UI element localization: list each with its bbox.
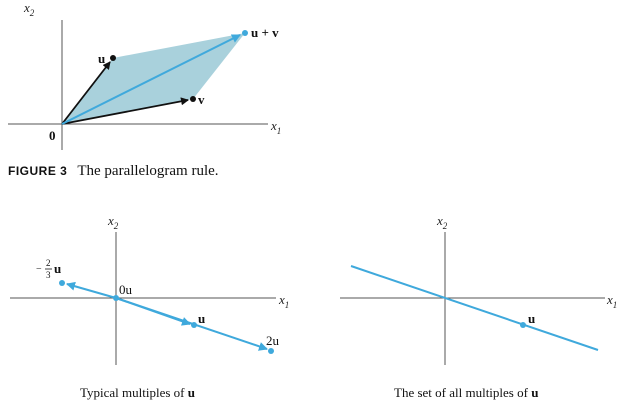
svg-text:u: u — [54, 261, 61, 276]
label-0u: 0u — [119, 282, 133, 297]
svg-text:2: 2 — [46, 258, 51, 268]
point-u-plus-v — [242, 30, 248, 36]
svg-text:−: − — [36, 264, 42, 275]
label-v-top: v — [198, 92, 205, 107]
label-u-top: u — [98, 51, 105, 66]
point-0u — [113, 295, 119, 301]
figure-3-caption: FIGURE 3 The parallelogram rule. — [8, 162, 219, 179]
point-neg-two-thirds-u — [59, 280, 65, 286]
all-multiples-figure: x2 x1 u The set of all multiples of u — [340, 213, 617, 400]
label-u-mid: u — [198, 311, 205, 326]
vector-u-plus-v — [61, 34, 241, 125]
point-v — [190, 96, 196, 102]
caption-tag: FIGURE 3 — [8, 164, 67, 178]
typical-multiples-figure: x2 x1 − 2 3 u 0u u 2u Typical multiples … — [10, 213, 289, 400]
label-u-plus-v: u + v — [251, 25, 279, 40]
origin-label: 0 — [49, 128, 56, 143]
point-u-right — [520, 322, 526, 328]
label-u-right: u — [528, 311, 535, 326]
caption-typical-multiples: Typical multiples of u — [80, 385, 195, 400]
svg-text:3: 3 — [46, 270, 51, 280]
point-u-mid — [191, 322, 197, 328]
caption-all-multiples: The set of all multiples of u — [394, 385, 538, 400]
x2-axis-label-left: x2 — [107, 213, 119, 231]
label-2u: 2u — [266, 333, 280, 348]
x1-axis-label-right: x1 — [606, 292, 617, 310]
x2-axis-label-right: x2 — [436, 213, 448, 231]
vector-u — [61, 61, 111, 125]
x2-axis-label-top: x2 — [23, 0, 35, 18]
caption-text: The parallelogram rule. — [77, 163, 218, 179]
point-u — [110, 55, 116, 61]
point-2u — [268, 348, 274, 354]
parallelogram-figure: x2 x1 0 u v u + v FIGURE 3 The parallelo… — [8, 0, 281, 179]
x1-axis-label-left: x1 — [278, 292, 289, 310]
x1-axis-label-top: x1 — [270, 118, 281, 136]
line-all-multiples — [350, 265, 599, 351]
label-neg-two-thirds-u: − 2 3 u — [36, 258, 61, 280]
vector-neg-two-thirds-u — [66, 281, 117, 299]
vector-v — [61, 97, 189, 125]
